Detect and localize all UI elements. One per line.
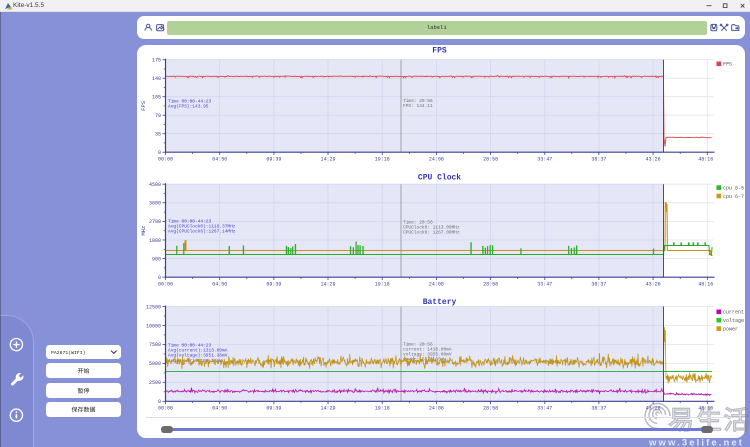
svg-text:cpu 6-7: cpu 6-7	[723, 194, 744, 200]
svg-text:00:00: 00:00	[158, 281, 173, 287]
svg-text:48:16: 48:16	[698, 281, 713, 287]
svg-text:28:58: 28:58	[483, 281, 498, 287]
svg-text:19:18: 19:18	[375, 281, 390, 287]
svg-text:Avg(FPS):143.95: Avg(FPS):143.95	[168, 104, 209, 110]
svg-text:19:18: 19:18	[375, 156, 390, 162]
svg-text:voltage: 3955.00mV: voltage: 3955.00mV	[403, 352, 452, 358]
svg-text:0: 0	[158, 150, 161, 156]
svg-text:0: 0	[158, 275, 161, 281]
svg-text:power: 5576.95mW: power: 5576.95mW	[403, 357, 447, 363]
svg-text:14:29: 14:29	[320, 156, 335, 162]
svg-text:12500: 12500	[146, 304, 161, 310]
svg-text:3600: 3600	[149, 201, 161, 207]
svg-text:175: 175	[152, 58, 161, 64]
svg-text:43:26: 43:26	[646, 281, 661, 287]
svg-text:04:50: 04:50	[212, 281, 227, 287]
svg-text:Battery: Battery	[423, 298, 457, 307]
svg-text:0: 0	[158, 399, 161, 405]
svg-text:current: 1410.00mA: current: 1410.00mA	[403, 346, 452, 352]
svg-text:38:37: 38:37	[591, 406, 606, 412]
svg-text:33:47: 33:47	[537, 406, 552, 412]
svg-text:140: 140	[152, 76, 161, 82]
svg-text:current: current	[723, 310, 744, 316]
svg-text:24:08: 24:08	[429, 281, 444, 287]
svg-text:2500: 2500	[149, 380, 161, 386]
svg-text:14:29: 14:29	[320, 281, 335, 287]
svg-text:09:39: 09:39	[266, 281, 281, 287]
svg-text:70: 70	[155, 113, 161, 119]
svg-text:33:47: 33:47	[537, 156, 552, 162]
svg-text:7500: 7500	[149, 342, 161, 348]
svg-text:19:18: 19:18	[375, 406, 390, 412]
svg-text:CPUClock0: 1113.00MHz: CPUClock0: 1113.00MHz	[403, 225, 460, 231]
svg-text:Avg(current):1313.09mA: Avg(current):1313.09mA	[168, 348, 228, 354]
svg-text:24:08: 24:08	[429, 406, 444, 412]
svg-text:CPUClock6: 1267.00MHz: CPUClock6: 1267.00MHz	[403, 230, 460, 236]
svg-text:FPS: 144.11: FPS: 144.11	[403, 103, 433, 109]
svg-text:Time: 20:56: Time: 20:56	[403, 98, 433, 104]
svg-text:28:58: 28:58	[483, 156, 498, 162]
svg-text:2700: 2700	[149, 219, 161, 225]
svg-text:CPU Clock: CPU Clock	[418, 174, 461, 183]
svg-text:PA2671(WIFI): PA2671(WIFI)	[51, 350, 86, 356]
svg-text:38:37: 38:37	[591, 156, 606, 162]
svg-text:Avg(CPUClock6):1267.14MHz: Avg(CPUClock6):1267.14MHz	[168, 229, 236, 235]
svg-text:FPS: FPS	[723, 62, 732, 68]
svg-text:Time 00:00-44:23: Time 00:00-44:23	[168, 219, 212, 225]
svg-text:35: 35	[155, 132, 161, 138]
svg-text:Time: 20:56: Time: 20:56	[403, 219, 433, 225]
svg-text:14:29: 14:29	[320, 406, 335, 412]
svg-text:43:26: 43:26	[646, 156, 661, 162]
svg-text:Avg(voltage):3951.36mV: Avg(voltage):3951.36mV	[168, 353, 228, 359]
svg-text:Time 00:00-44:23: Time 00:00-44:23	[168, 343, 212, 349]
svg-text:04:50: 04:50	[212, 406, 227, 412]
svg-text:09:39: 09:39	[266, 406, 281, 412]
svg-text:Time 00:00-44:23: Time 00:00-44:23	[168, 99, 212, 105]
svg-text:105: 105	[152, 95, 161, 101]
svg-text:10000: 10000	[146, 323, 161, 329]
svg-text:48:16: 48:16	[698, 156, 713, 162]
svg-text:5000: 5000	[149, 361, 161, 367]
svg-text:33:47: 33:47	[537, 281, 552, 287]
svg-text:power: power	[723, 327, 738, 333]
svg-text:4500: 4500	[149, 182, 161, 188]
svg-text:MHz: MHz	[140, 226, 147, 236]
svg-text:24:08: 24:08	[429, 156, 444, 162]
svg-text:00:00: 00:00	[158, 156, 173, 162]
svg-text:FPS: FPS	[140, 100, 147, 111]
svg-text:Avg(CPUClock0):1118.37MHz: Avg(CPUClock0):1118.37MHz	[168, 224, 236, 230]
svg-text:38:37: 38:37	[591, 281, 606, 287]
svg-text:04:50: 04:50	[212, 156, 227, 162]
svg-text:Time: 20:56: Time: 20:56	[403, 341, 433, 347]
svg-text:FPS: FPS	[432, 47, 447, 56]
svg-text:00:00: 00:00	[158, 406, 173, 412]
svg-text:09:39: 09:39	[266, 156, 281, 162]
svg-text:28:58: 28:58	[483, 406, 498, 412]
svg-text:900: 900	[152, 256, 161, 262]
svg-text:voltage: voltage	[723, 318, 744, 324]
svg-text:1800: 1800	[149, 238, 161, 244]
svg-text:cpu 0-5: cpu 0-5	[723, 186, 744, 192]
